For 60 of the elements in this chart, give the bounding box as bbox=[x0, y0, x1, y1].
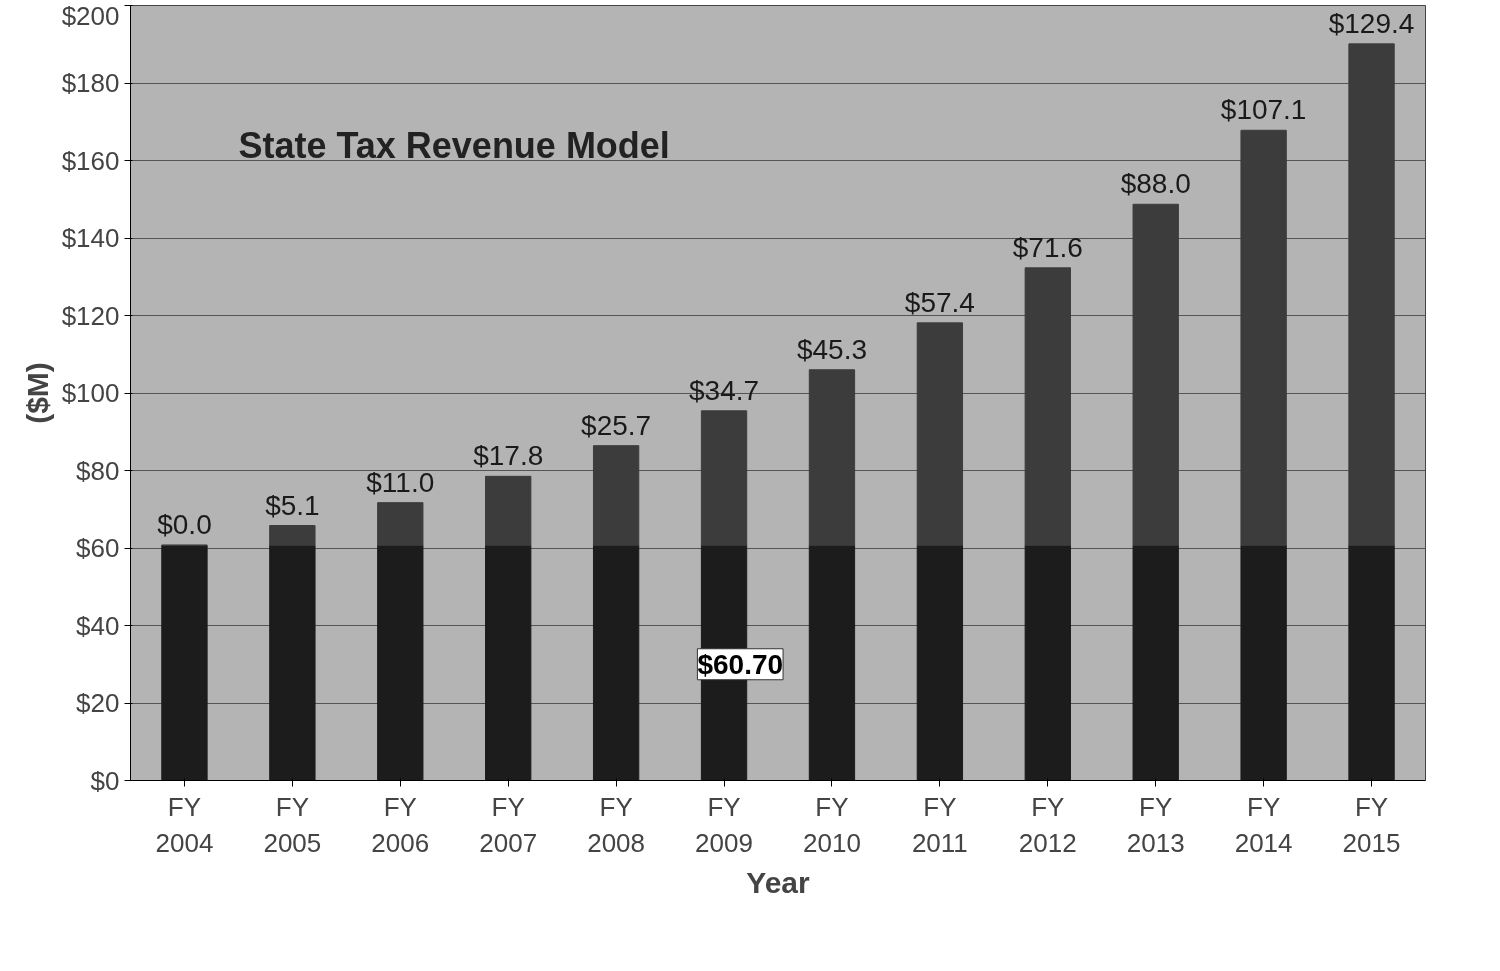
x-tick-label: FY 2009 bbox=[695, 791, 753, 858]
data-label: $45.3 bbox=[796, 333, 867, 365]
bar bbox=[592, 544, 640, 781]
x-tick-label: FY 2013 bbox=[1126, 791, 1185, 858]
data-label: $88.0 bbox=[1120, 168, 1191, 200]
y-tick-label: $40 bbox=[76, 610, 120, 641]
x-axis-title: Year bbox=[746, 865, 811, 899]
x-tick-label: FY 2004 bbox=[155, 791, 214, 858]
y-tick-label: $160 bbox=[61, 145, 120, 176]
data-label: $5.1 bbox=[265, 489, 320, 521]
bar bbox=[1240, 129, 1287, 546]
bar bbox=[1024, 267, 1071, 546]
data-label: $17.8 bbox=[473, 440, 544, 472]
y-tick-label: $140 bbox=[61, 223, 120, 253]
x-tick-label: FY 2005 bbox=[263, 791, 322, 858]
y-tick-label: $120 bbox=[61, 300, 120, 331]
bar bbox=[916, 322, 964, 546]
y-tick-label: $100 bbox=[61, 378, 120, 408]
x-tick-label: FY 2008 bbox=[587, 791, 646, 858]
bar bbox=[592, 445, 640, 546]
x-tick-label: FY 2015 bbox=[1342, 791, 1401, 858]
bar bbox=[808, 544, 856, 781]
bar bbox=[485, 544, 532, 781]
x-tick-label: FY 2011 bbox=[911, 791, 968, 858]
data-label: $107.1 bbox=[1220, 94, 1307, 126]
x-tick-label: FY 2012 bbox=[1018, 791, 1077, 858]
data-label: $0.0 bbox=[157, 509, 212, 541]
text: State Tax Revenue Model bbox=[238, 124, 670, 166]
bar bbox=[377, 544, 424, 781]
data-label: $71.6 bbox=[1012, 231, 1083, 263]
bar bbox=[1132, 544, 1179, 781]
data-label: $60.70 bbox=[697, 648, 784, 680]
y-tick-label: $180 bbox=[61, 68, 120, 98]
bar bbox=[1132, 203, 1179, 546]
bar bbox=[1348, 43, 1395, 546]
x-tick-label: FY 2006 bbox=[371, 791, 430, 858]
x-tick-label: FY 2007 bbox=[479, 791, 538, 858]
data-label: $25.7 bbox=[581, 409, 652, 441]
y-tick-label: $20 bbox=[76, 688, 120, 718]
x-tick-label: FY 2014 bbox=[1234, 791, 1293, 858]
bar bbox=[269, 525, 316, 546]
bar bbox=[1240, 544, 1287, 781]
bar bbox=[377, 502, 424, 546]
y-tick-label: $60 bbox=[76, 533, 120, 563]
bar bbox=[1024, 544, 1071, 781]
y-tick-label: $0 bbox=[90, 765, 120, 796]
data-label: $129.4 bbox=[1328, 7, 1415, 39]
bar bbox=[808, 369, 856, 546]
y-tick-label: $80 bbox=[76, 455, 120, 486]
bar bbox=[700, 410, 748, 546]
data-label: $11.0 bbox=[366, 466, 435, 498]
bar bbox=[269, 544, 316, 781]
bar bbox=[161, 544, 208, 781]
x-tick-label: FY 2010 bbox=[803, 791, 861, 858]
data-label: $57.4 bbox=[904, 286, 975, 318]
bar bbox=[916, 544, 964, 781]
bar bbox=[485, 475, 532, 546]
y-tick-label: $200 bbox=[61, 0, 120, 31]
y-axis-title: ($M) bbox=[20, 362, 54, 424]
bar bbox=[1348, 544, 1395, 781]
